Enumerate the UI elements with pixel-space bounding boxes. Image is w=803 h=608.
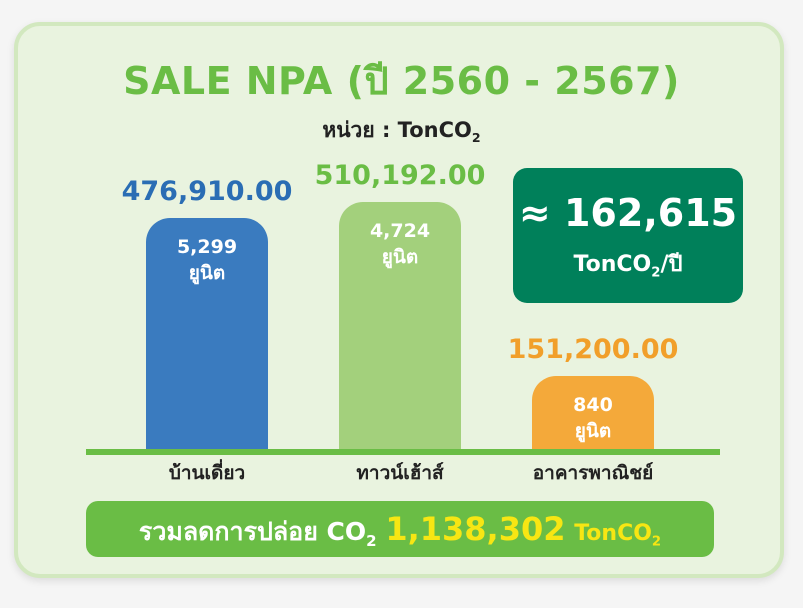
bar-units-2: 840 xyxy=(573,394,613,416)
total-unit-sub: 2 xyxy=(651,534,662,550)
total-label: รวมลดการปล่อย CO xyxy=(138,517,367,546)
annual-reduction-unit-suffix: /ปี xyxy=(660,252,683,277)
category-label-0: บ้านเดี่ยว xyxy=(168,462,246,484)
unit-label: หน่วย : TonCO2 xyxy=(0,114,803,147)
bar-value-label-2: 151,200.00 xyxy=(507,334,679,365)
annual-reduction-unit: TonCO2/ปี xyxy=(513,246,743,281)
unit-label-text: หน่วย : TonCO xyxy=(322,118,472,142)
total-label-sub: 2 xyxy=(366,532,377,550)
unit-label-sub: 2 xyxy=(471,130,481,146)
bar-2: 840 ยูนิต xyxy=(532,376,654,449)
bar-unit-word-1: ยูนิต xyxy=(381,246,419,268)
category-label-1: ทาวน์เฮ้าส์ xyxy=(356,462,444,484)
total-value: 1,138,302 xyxy=(385,510,566,548)
title-period: (ปี 2560 - 2567) xyxy=(346,59,680,103)
category-label-2: อาคารพาณิชย์ xyxy=(532,462,654,484)
annual-reduction-value: ≈ 162,615 xyxy=(518,191,738,235)
bar-units-0: 5,299 xyxy=(176,236,238,258)
bar-units-1: 4,724 xyxy=(369,220,431,242)
total-reduction-banner: รวมลดการปล่อย CO2 1,138,302 TonCO2 xyxy=(86,501,714,557)
bar-unit-word-0: ยูนิต xyxy=(188,262,226,284)
bar-value-label-1: 510,192.00 xyxy=(314,160,486,191)
annual-reduction-unit-sub: 2 xyxy=(651,265,661,281)
chart-title: SALE NPA (ปี 2560 - 2567) xyxy=(0,50,803,111)
annual-reduction-box: ≈ 162,615 TonCO2/ปี xyxy=(513,168,743,303)
bar-1: 4,724 ยูนิต xyxy=(339,202,461,449)
chart-baseline xyxy=(86,449,720,455)
total-unit-text: TonCO xyxy=(574,521,652,546)
annual-reduction-unit-prefix: TonCO xyxy=(573,252,652,277)
bar-value-label-0: 476,910.00 xyxy=(121,176,293,207)
bar-unit-word-2: ยูนิต xyxy=(574,420,612,442)
bar-0: 5,299 ยูนิต xyxy=(146,218,268,449)
total-unit: TonCO2 xyxy=(574,521,662,550)
title-main: SALE NPA xyxy=(123,59,333,103)
